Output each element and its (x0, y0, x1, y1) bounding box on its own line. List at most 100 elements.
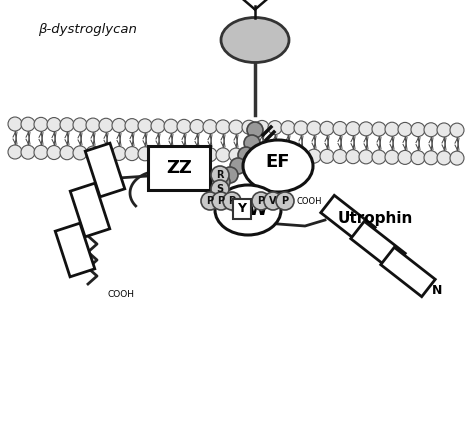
Circle shape (385, 150, 399, 164)
Text: P: P (257, 196, 264, 206)
Circle shape (223, 192, 241, 210)
Circle shape (346, 150, 360, 164)
Circle shape (60, 146, 74, 160)
Circle shape (138, 119, 152, 133)
Circle shape (212, 192, 230, 210)
Circle shape (411, 123, 425, 137)
Text: Y: Y (237, 202, 246, 215)
Circle shape (203, 148, 217, 162)
Circle shape (255, 148, 269, 162)
Circle shape (359, 150, 373, 164)
Circle shape (242, 120, 256, 134)
Circle shape (268, 120, 282, 134)
Text: EF: EF (266, 153, 290, 171)
Circle shape (216, 120, 230, 134)
Polygon shape (70, 183, 110, 237)
Circle shape (151, 119, 165, 133)
Circle shape (247, 122, 263, 138)
Circle shape (398, 122, 412, 136)
Circle shape (320, 121, 334, 135)
Circle shape (230, 158, 246, 174)
Text: V: V (269, 196, 277, 206)
Circle shape (294, 149, 308, 163)
Circle shape (333, 149, 347, 163)
Circle shape (73, 146, 87, 160)
Text: Utrophin: Utrophin (338, 211, 413, 226)
Circle shape (151, 147, 165, 161)
Circle shape (281, 149, 295, 163)
Text: S: S (217, 184, 224, 194)
Text: R: R (216, 170, 224, 180)
Text: COOH: COOH (108, 290, 135, 299)
Circle shape (21, 117, 35, 131)
FancyBboxPatch shape (233, 199, 251, 219)
Circle shape (411, 151, 425, 165)
Circle shape (437, 123, 451, 137)
Text: COOH: COOH (297, 197, 322, 205)
Polygon shape (321, 195, 375, 245)
Ellipse shape (215, 185, 281, 235)
Circle shape (34, 117, 48, 131)
Circle shape (229, 148, 243, 162)
Circle shape (385, 122, 399, 136)
Circle shape (255, 120, 269, 134)
Circle shape (242, 148, 256, 162)
Circle shape (307, 121, 321, 135)
Circle shape (268, 148, 282, 162)
Circle shape (216, 148, 230, 162)
Circle shape (201, 192, 219, 210)
Circle shape (333, 121, 347, 135)
Circle shape (8, 145, 22, 159)
Polygon shape (85, 143, 125, 197)
Circle shape (164, 119, 178, 133)
Circle shape (276, 192, 294, 210)
Ellipse shape (221, 18, 289, 63)
Text: N: N (432, 283, 442, 297)
Circle shape (264, 192, 282, 210)
Circle shape (177, 119, 191, 133)
Text: P: P (228, 196, 236, 206)
Circle shape (73, 118, 87, 132)
Circle shape (398, 150, 412, 164)
Circle shape (164, 147, 178, 161)
Circle shape (211, 180, 229, 198)
Circle shape (372, 150, 386, 164)
Circle shape (208, 180, 224, 196)
Text: ZZ: ZZ (166, 159, 192, 177)
Circle shape (203, 120, 217, 134)
Circle shape (450, 151, 464, 165)
Ellipse shape (243, 140, 313, 192)
Circle shape (112, 146, 126, 160)
Circle shape (281, 121, 295, 135)
Circle shape (214, 174, 230, 190)
Circle shape (21, 145, 35, 159)
Circle shape (99, 146, 113, 160)
Circle shape (437, 151, 451, 165)
Circle shape (307, 149, 321, 163)
Circle shape (47, 117, 61, 131)
Circle shape (125, 119, 139, 133)
Circle shape (177, 147, 191, 161)
Circle shape (320, 149, 334, 163)
Circle shape (86, 118, 100, 132)
Circle shape (190, 148, 204, 162)
Text: β-dystroglycan: β-dystroglycan (38, 23, 137, 36)
Circle shape (190, 120, 204, 134)
Text: WW: WW (228, 201, 268, 219)
Circle shape (229, 120, 243, 134)
Circle shape (244, 135, 260, 151)
Circle shape (346, 122, 360, 136)
Text: P: P (282, 196, 289, 206)
Circle shape (138, 147, 152, 161)
Circle shape (99, 118, 113, 132)
Circle shape (372, 122, 386, 136)
Circle shape (424, 151, 438, 165)
Text: P: P (207, 196, 214, 206)
Circle shape (222, 167, 238, 183)
Circle shape (60, 118, 74, 132)
Circle shape (125, 147, 139, 161)
Circle shape (294, 121, 308, 135)
Circle shape (86, 146, 100, 160)
Polygon shape (55, 223, 95, 277)
Circle shape (359, 122, 373, 136)
